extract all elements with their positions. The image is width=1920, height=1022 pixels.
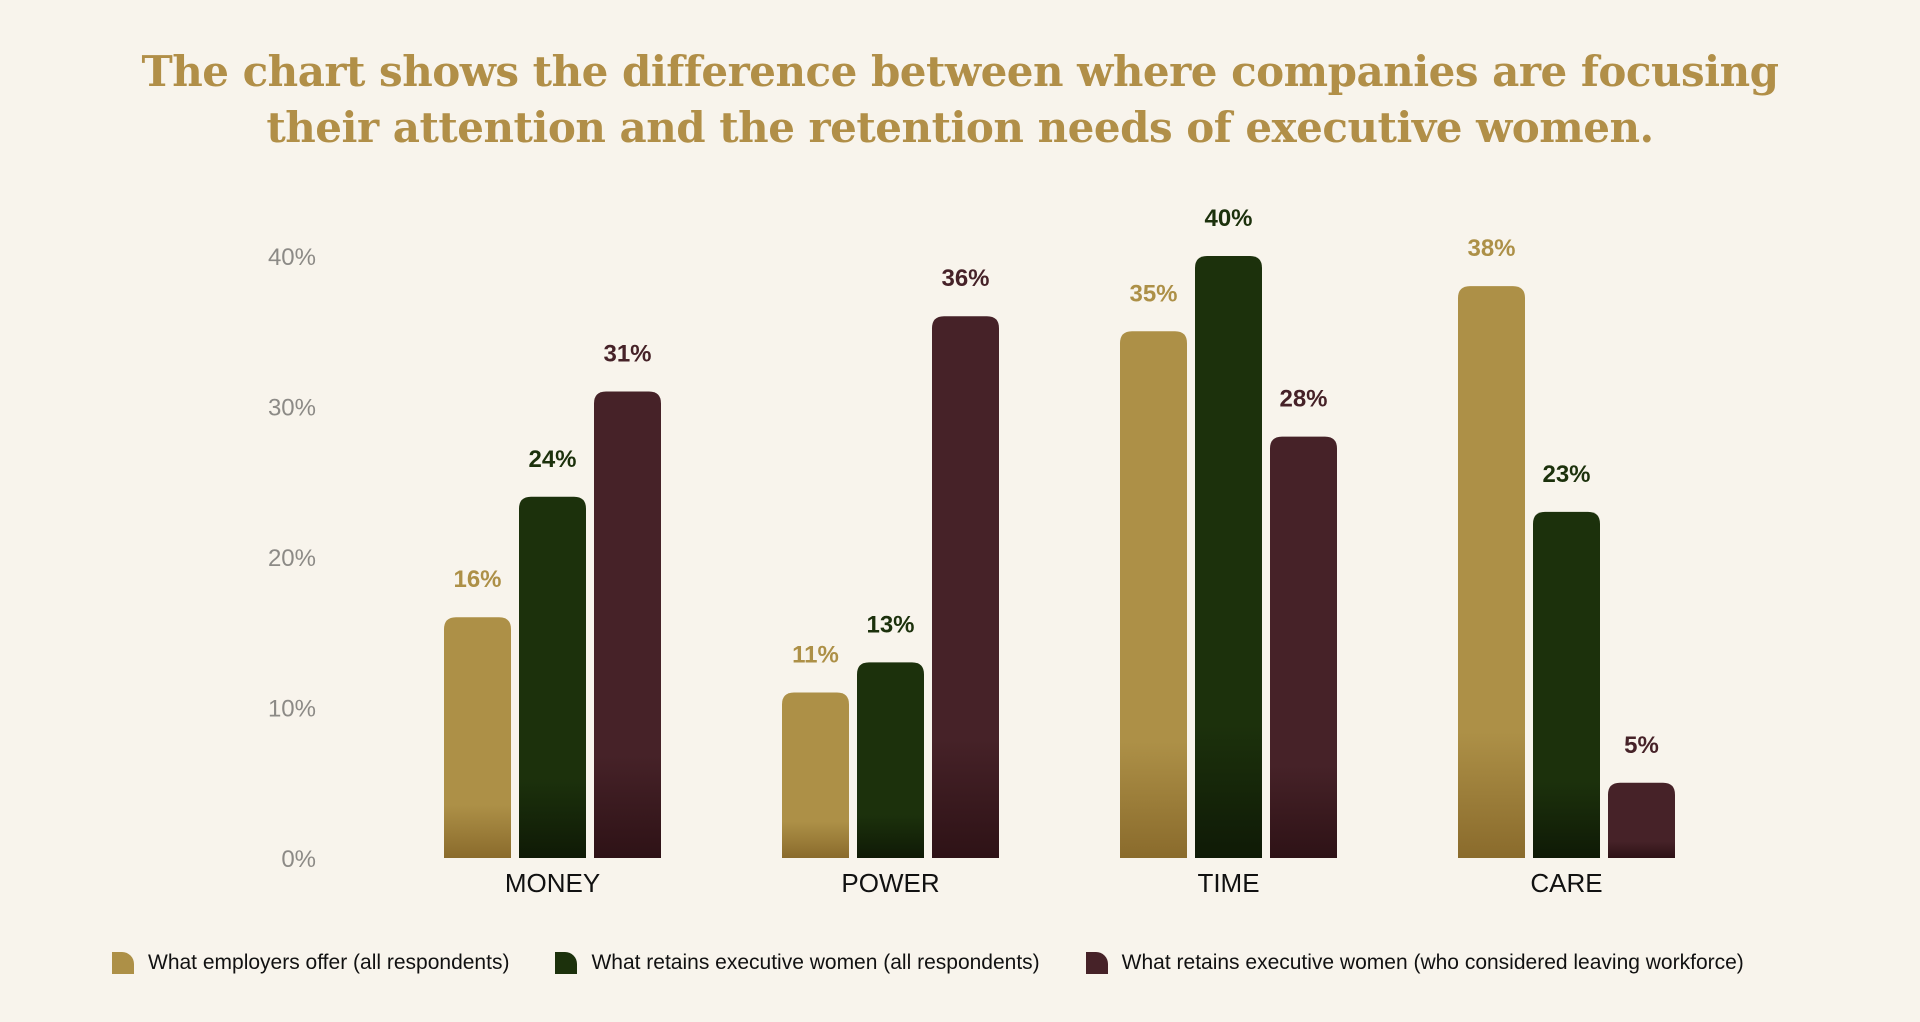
bar-care-series-3 <box>1608 782 1675 858</box>
bar-money-series-2 <box>519 496 586 858</box>
data-label: 24% <box>528 446 576 473</box>
bar-power-series-2 <box>857 662 924 858</box>
legend-label: What retains executive women (all respon… <box>591 951 1040 974</box>
data-label: 11% <box>792 641 839 668</box>
data-label: 13% <box>866 611 914 638</box>
x-tick-label: TIME <box>1197 868 1259 898</box>
legend: What employers offer (all respondents) Wh… <box>112 948 1744 978</box>
bar-time-series-3 <box>1270 436 1337 858</box>
x-axis: MONEY POWER TIME CARE <box>505 868 1603 898</box>
data-label: 5% <box>1624 732 1659 759</box>
legend-item: What retains executive women (who consid… <box>1085 951 1744 975</box>
data-label: 31% <box>603 340 651 367</box>
bar-money-series-1 <box>444 617 511 858</box>
y-tick-label: 0% <box>281 846 316 873</box>
data-label: 40% <box>1204 205 1252 232</box>
bar-time-series-1 <box>1120 331 1187 858</box>
legend-swatch <box>112 952 134 974</box>
bar-chart: 0% 10% 20% 30% 40% 16% 24% 31% 11% 13% 36% 35% 40% 2… <box>268 205 1675 898</box>
bar-power-series-3 <box>932 316 999 858</box>
y-axis: 0% 10% 20% 30% 40% <box>268 244 316 873</box>
chart-title: The chart shows the difference between w… <box>0 44 1920 156</box>
chart-title-line-2: their attention and the retention needs … <box>266 103 1654 152</box>
legend-item: What employers offer (all respondents) <box>112 951 509 975</box>
y-tick-label: 10% <box>268 696 316 723</box>
data-label: 35% <box>1129 280 1177 307</box>
x-tick-label: CARE <box>1530 868 1602 898</box>
legend-swatch <box>555 952 578 974</box>
y-tick-label: 40% <box>268 244 316 271</box>
legend-swatch <box>1085 952 1108 974</box>
bar-group: 16% 24% 31% 11% 13% 36% 35% 40% 28% 38% 23% 5% <box>444 205 1675 859</box>
data-label: 28% <box>1279 386 1327 413</box>
y-tick-label: 30% <box>268 395 316 422</box>
chart-title-line-1: The chart shows the difference between w… <box>141 47 1779 96</box>
legend-label: What employers offer (all respondents) <box>148 951 510 974</box>
data-label: 23% <box>1542 461 1590 488</box>
x-tick-label: POWER <box>841 868 939 898</box>
bar-time-series-2 <box>1195 256 1262 858</box>
data-label: 38% <box>1467 235 1515 262</box>
x-tick-label: MONEY <box>505 868 600 898</box>
data-label: 36% <box>941 265 989 292</box>
bar-care-series-2 <box>1533 511 1600 858</box>
bar-care-series-1 <box>1458 286 1525 859</box>
data-label: 16% <box>453 566 501 593</box>
y-tick-label: 20% <box>268 545 316 572</box>
bar-power-series-1 <box>782 692 849 858</box>
bar-money-series-3 <box>594 391 661 858</box>
legend-item: What retains executive women (all respon… <box>555 951 1040 975</box>
legend-label: What retains executive women (who consid… <box>1121 951 1744 974</box>
